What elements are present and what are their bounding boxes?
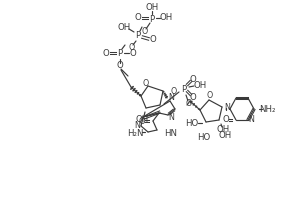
Text: O: O [117,61,123,71]
Text: O: O [190,74,196,84]
Text: N: N [168,112,174,122]
Text: P: P [117,49,123,59]
Text: H₂N: H₂N [127,128,143,138]
Text: OH: OH [193,82,206,90]
Text: O: O [103,49,109,58]
Text: HO: HO [197,133,211,143]
Text: P: P [182,84,186,94]
Text: O: O [130,49,136,58]
Text: OH: OH [117,23,130,33]
Text: O: O [150,35,156,43]
Text: O: O [171,87,177,97]
Text: NH₂: NH₂ [259,105,275,113]
Text: HN: HN [164,130,177,138]
Text: OH: OH [160,13,173,23]
Text: O: O [139,117,145,125]
Text: P: P [135,31,141,41]
Text: O: O [135,13,142,23]
Text: O: O [129,43,135,51]
Text: O: O [223,115,229,125]
Text: OH: OH [216,125,230,135]
Text: O: O [142,26,148,36]
Text: N: N [168,94,174,102]
Text: N: N [224,104,230,112]
Text: O: O [186,99,192,107]
Text: OH: OH [135,115,148,123]
Text: HO: HO [185,120,199,128]
Text: O: O [190,94,196,102]
Text: N: N [248,115,254,125]
Text: N: N [134,122,140,130]
Text: O: O [207,92,213,100]
Text: OH: OH [145,3,159,13]
Text: OH: OH [218,132,232,140]
Text: P: P [149,15,155,23]
Text: O: O [143,79,149,87]
